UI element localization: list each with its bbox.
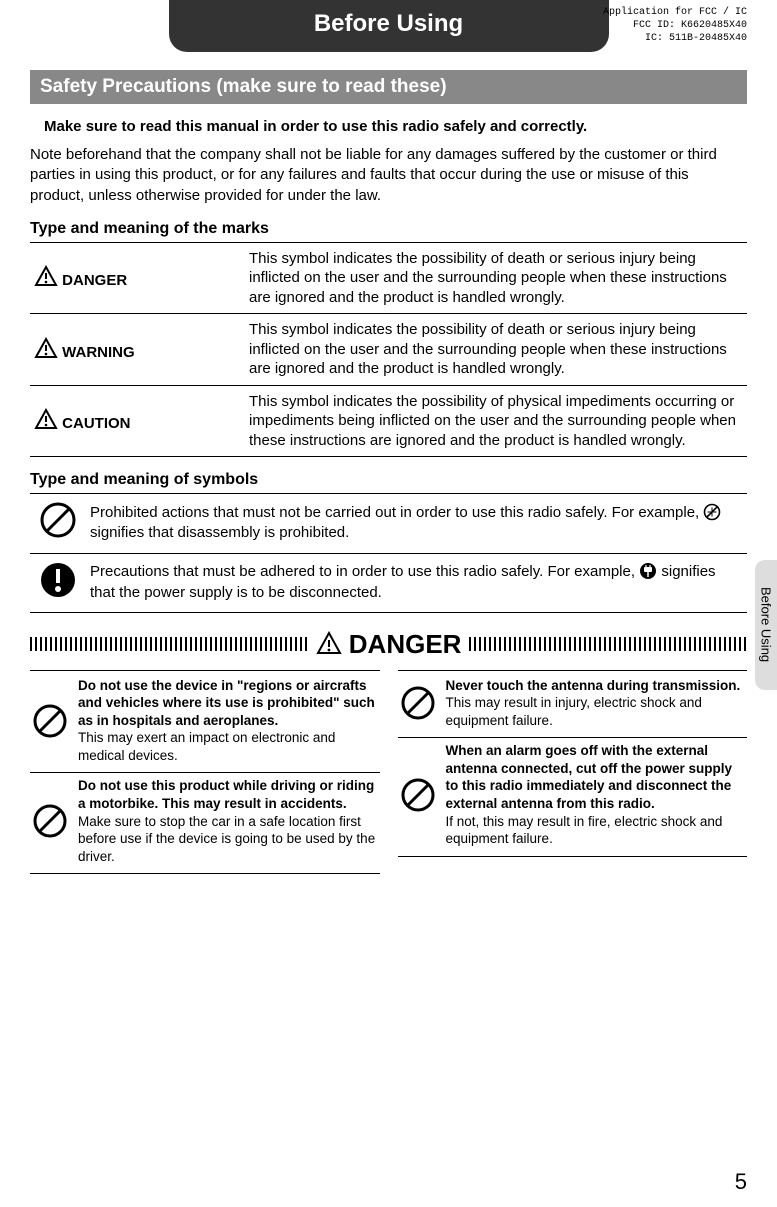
danger-item-text: Do not use the device in "regions or air… xyxy=(78,677,380,765)
symbols-heading: Type and meaning of symbols xyxy=(30,471,747,489)
danger-item: Never touch the antenna during transmiss… xyxy=(398,670,748,739)
symbols-table: Prohibited actions that must not be carr… xyxy=(30,493,747,613)
mark-label-cell: WARNING xyxy=(30,314,245,386)
page-header-title: Before Using xyxy=(314,10,463,37)
warning-triangle-icon xyxy=(316,631,342,655)
danger-title-text: DANGER xyxy=(349,629,462,659)
mark-row-warning: WARNING This symbol indicates the possib… xyxy=(30,314,747,386)
prohibit-icon xyxy=(38,527,78,544)
symbol-desc: Prohibited actions that must not be carr… xyxy=(86,494,747,553)
danger-item-bold: Do not use this product while driving or… xyxy=(78,778,374,811)
symbol-row-prohibit: Prohibited actions that must not be carr… xyxy=(30,494,747,553)
app-info-line: FCC ID: K6620485X40 xyxy=(603,19,747,32)
prohibit-icon xyxy=(30,802,70,840)
hatch-left xyxy=(30,637,308,651)
danger-item: When an alarm goes off with the external… xyxy=(398,738,748,856)
symbol-row-mandatory: Precautions that must be adhered to in o… xyxy=(30,553,747,612)
unplug-icon xyxy=(639,563,657,580)
mark-row-caution: CAUTION This symbol indicates the possib… xyxy=(30,385,747,457)
app-info-line: Application for FCC / IC xyxy=(603,6,747,19)
mark-desc: This symbol indicates the possibility of… xyxy=(245,242,747,314)
mark-label-text: WARNING xyxy=(62,344,135,361)
danger-item-text: Never touch the antenna during transmiss… xyxy=(446,677,748,730)
no-disassembly-icon xyxy=(703,504,721,521)
mark-row-danger: DANGER This symbol indicates the possibi… xyxy=(30,242,747,314)
danger-col-left: Do not use the device in "regions or air… xyxy=(30,670,380,874)
symbol-post-text: signifies that disassembly is prohibited… xyxy=(90,524,349,541)
section-title-text: Safety Precautions (make sure to read th… xyxy=(40,76,447,97)
danger-item-plain: If not, this may result in fire, electri… xyxy=(446,814,723,847)
symbol-pre-text: Precautions that must be adhered to in o… xyxy=(90,563,639,580)
danger-col-right: Never touch the antenna during transmiss… xyxy=(398,670,748,874)
side-tab: Before Using xyxy=(755,560,777,690)
prohibit-icon xyxy=(398,776,438,814)
danger-item: Do not use the device in "regions or air… xyxy=(30,670,380,774)
page-header: Before Using xyxy=(169,0,609,52)
prohibit-icon xyxy=(398,684,438,722)
marks-table: DANGER This symbol indicates the possibi… xyxy=(30,242,747,458)
danger-item-plain: This may exert an impact on electronic a… xyxy=(78,730,335,763)
mark-label-cell: CAUTION xyxy=(30,385,245,457)
side-tab-label: Before Using xyxy=(759,587,774,662)
mandatory-icon xyxy=(38,587,78,604)
mark-label-text: CAUTION xyxy=(62,415,130,432)
danger-item-bold: Do not use the device in "regions or air… xyxy=(78,678,375,728)
warning-triangle-icon xyxy=(34,265,58,287)
warning-triangle-icon xyxy=(34,337,58,359)
danger-item-plain: Make sure to stop the car in a safe loca… xyxy=(78,814,375,864)
symbol-icon-cell xyxy=(30,494,86,553)
danger-item-bold: When an alarm goes off with the external… xyxy=(446,743,733,811)
application-info: Application for FCC / IC FCC ID: K662048… xyxy=(603,6,747,45)
warning-triangle-icon xyxy=(34,408,58,430)
danger-item: Do not use this product while driving or… xyxy=(30,773,380,874)
section-title-bar: Safety Precautions (make sure to read th… xyxy=(30,70,747,104)
mark-desc: This symbol indicates the possibility of… xyxy=(245,385,747,457)
prohibit-icon xyxy=(30,702,70,740)
mark-desc: This symbol indicates the possibility of… xyxy=(245,314,747,386)
hatch-right xyxy=(469,637,747,651)
danger-divider: DANGER xyxy=(30,629,747,660)
danger-columns: Do not use the device in "regions or air… xyxy=(30,670,747,874)
danger-title: DANGER xyxy=(316,629,462,660)
symbol-pre-text: Prohibited actions that must not be carr… xyxy=(90,504,703,521)
mark-label-text: DANGER xyxy=(62,272,127,289)
danger-item-text: Do not use this product while driving or… xyxy=(78,777,380,865)
mark-label-cell: DANGER xyxy=(30,242,245,314)
intro-bold-text: Make sure to read this manual in order t… xyxy=(44,118,747,135)
marks-heading: Type and meaning of the marks xyxy=(30,220,747,238)
danger-item-plain: This may result in injury, electric shoc… xyxy=(446,695,702,728)
page-number: 5 xyxy=(735,1169,747,1195)
symbol-desc: Precautions that must be adhered to in o… xyxy=(86,553,747,612)
danger-item-text: When an alarm goes off with the external… xyxy=(446,742,748,847)
danger-item-bold: Never touch the antenna during transmiss… xyxy=(446,678,741,693)
intro-note-text: Note beforehand that the company shall n… xyxy=(30,145,747,206)
symbol-icon-cell xyxy=(30,553,86,612)
app-info-line: IC: 511B-20485X40 xyxy=(603,32,747,45)
